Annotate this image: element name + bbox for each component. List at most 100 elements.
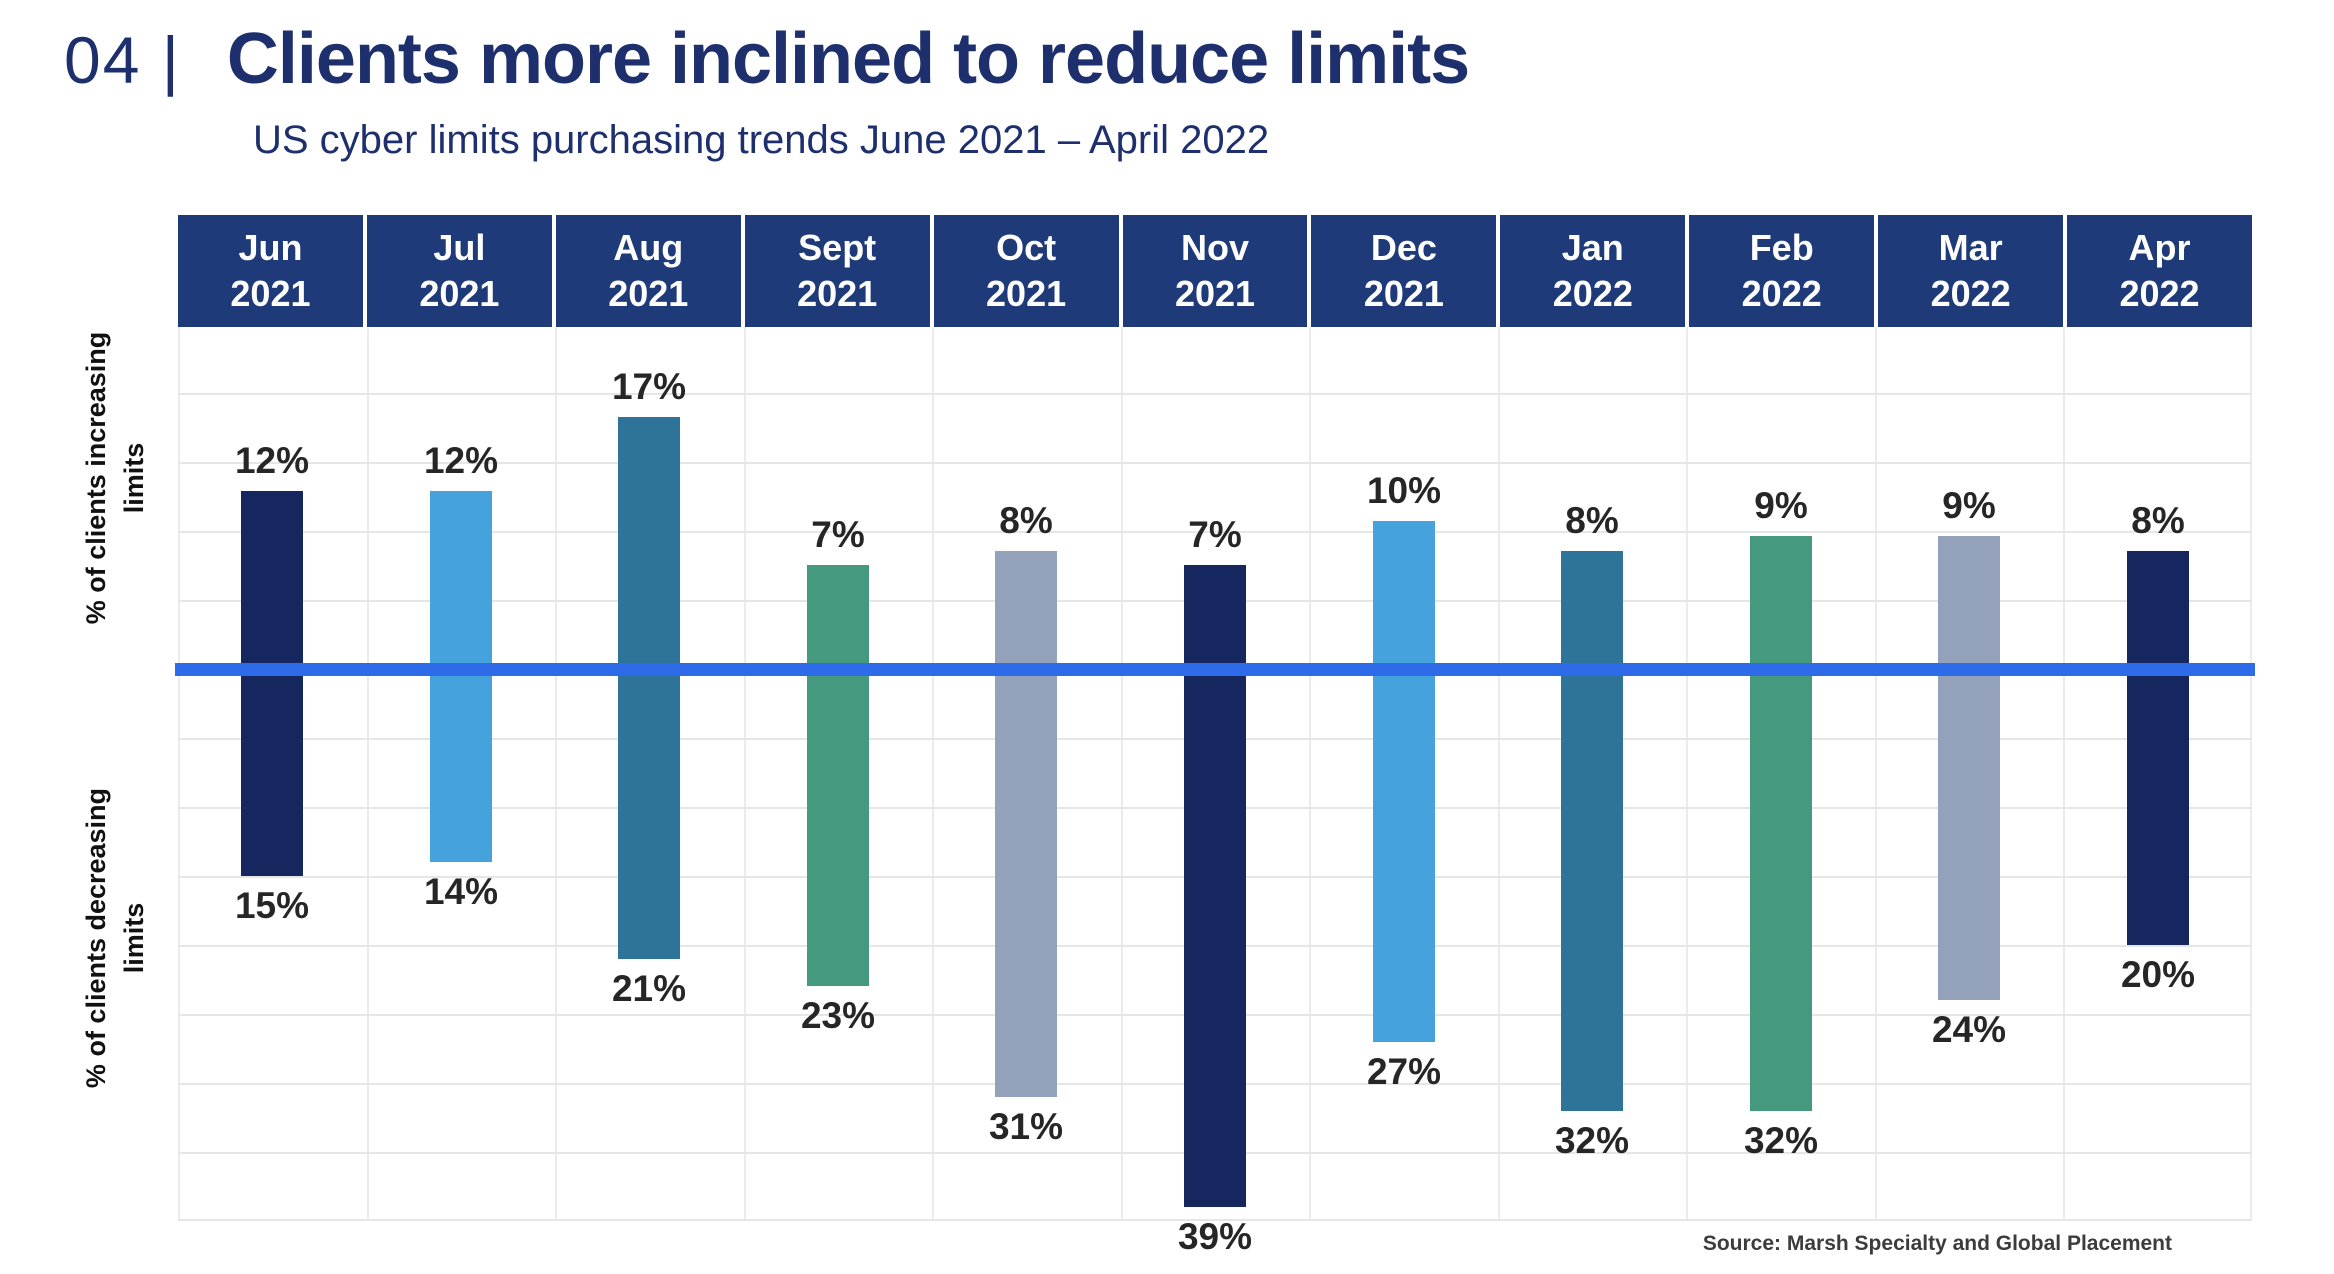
increase-bar xyxy=(807,565,869,669)
month-header-cell: Jan 2022 xyxy=(1500,215,1686,327)
decrease-bar xyxy=(995,669,1057,1097)
month-header-cell: Sept 2021 xyxy=(744,215,930,327)
gridline-vertical xyxy=(1121,327,1123,1221)
increase-bar xyxy=(1373,521,1435,669)
month-header-cell: Aug 2021 xyxy=(555,215,741,327)
source-note: Source: Marsh Specialty and Global Place… xyxy=(1702,1232,2172,1255)
decrease-bar-label: 24% xyxy=(1931,1009,2007,1050)
increase-bar-label: 9% xyxy=(1754,485,1808,526)
decrease-bar xyxy=(1938,669,2000,1000)
increase-bar xyxy=(1184,565,1246,669)
month-year: 2021 xyxy=(419,273,500,314)
increase-bar-label: 10% xyxy=(1366,470,1442,511)
month-year: 2021 xyxy=(1363,273,1444,314)
decrease-bar xyxy=(1184,669,1246,1207)
decrease-bar xyxy=(2127,669,2189,945)
month-year: 2022 xyxy=(1552,273,1633,314)
month-year: 2022 xyxy=(1741,273,1822,314)
gridline-horizontal xyxy=(178,462,2252,464)
month-year: 2022 xyxy=(1930,273,2011,314)
decrease-bar-label: 21% xyxy=(611,968,687,1009)
month-header-cell: Nov 2021 xyxy=(1122,215,1308,327)
gridline-horizontal xyxy=(178,531,2252,533)
month-name: Mar xyxy=(1938,227,2003,268)
month-header-cell: Feb 2022 xyxy=(1689,215,1875,327)
decrease-bar xyxy=(1750,669,1812,1111)
increase-bar xyxy=(1938,536,2000,669)
gridline-vertical xyxy=(932,327,934,1221)
month-year: 2021 xyxy=(986,273,1067,314)
month-name: Sept xyxy=(798,227,877,268)
increase-bar xyxy=(618,417,680,669)
decrease-bar-label: 23% xyxy=(800,995,876,1036)
chart-title-row: 04 | Clients more inclined to reduce lim… xyxy=(64,18,1470,100)
y-axis-label-increasing: % of clients increasing limits xyxy=(81,331,149,625)
increase-bar xyxy=(241,491,303,669)
decrease-bar xyxy=(618,669,680,959)
month-name: Jun xyxy=(238,227,303,268)
increase-bar-label: 7% xyxy=(811,514,865,555)
slide-number: 04 | xyxy=(64,23,181,97)
month-header-cell: Mar 2022 xyxy=(1878,215,2064,327)
decrease-bar-label: 39% xyxy=(1177,1216,1253,1257)
increase-bar-label: 12% xyxy=(234,440,310,481)
gridline-horizontal xyxy=(178,393,2252,395)
gridline-vertical xyxy=(2250,327,2252,1221)
increase-bar-label: 12% xyxy=(423,440,499,481)
gridline-vertical xyxy=(1875,327,1877,1221)
decrease-bar xyxy=(807,669,869,986)
month-year: 2021 xyxy=(608,273,689,314)
month-name: Oct xyxy=(996,227,1057,268)
month-name: Dec xyxy=(1370,227,1437,268)
decrease-bar xyxy=(430,669,492,862)
decrease-bar-label: 15% xyxy=(234,885,310,926)
month-name: Jan xyxy=(1561,227,1624,268)
month-header-cell: Dec 2021 xyxy=(1311,215,1497,327)
month-year: 2021 xyxy=(230,273,311,314)
increase-bar-label: 8% xyxy=(999,500,1053,541)
month-header-row: Jun 2021 Jul 2021 Aug 2021 Sept 2021 Oct 2021 Nov 2… xyxy=(178,215,2252,327)
decrease-bar xyxy=(1561,669,1623,1111)
gridline-horizontal xyxy=(178,1219,2252,1221)
month-name: Jul xyxy=(433,227,486,268)
decrease-bar-label: 32% xyxy=(1743,1120,1819,1161)
month-name: Apr xyxy=(2128,227,2191,268)
increase-bar xyxy=(1750,536,1812,669)
month-year: 2022 xyxy=(2119,273,2200,314)
increase-bar-label: 7% xyxy=(1188,514,1242,555)
increase-bar xyxy=(430,491,492,669)
increase-bar xyxy=(2127,551,2189,669)
decrease-bar-label: 20% xyxy=(2120,954,2196,995)
zero-baseline xyxy=(175,663,2255,676)
month-year: 2021 xyxy=(1174,273,1256,314)
chart-title: Clients more inclined to reduce limits xyxy=(226,19,1470,99)
increase-bar-label: 8% xyxy=(2131,500,2185,541)
decrease-bar-label: 14% xyxy=(423,871,499,912)
decrease-bar-label: 27% xyxy=(1366,1051,1442,1092)
decrease-bar xyxy=(241,669,303,876)
gridline-vertical xyxy=(2063,327,2065,1221)
month-name: Nov xyxy=(1180,227,1249,268)
month-year: 2021 xyxy=(797,273,878,314)
gridline-vertical xyxy=(367,327,369,1221)
month-name: Aug xyxy=(613,227,684,268)
month-header-cell: Jun 2021 xyxy=(178,215,363,327)
gridline-vertical xyxy=(744,327,746,1221)
month-header-cell: Oct 2021 xyxy=(933,215,1119,327)
gridline-vertical xyxy=(1686,327,1688,1221)
month-header-cell: Jul 2021 xyxy=(366,215,552,327)
y-axis-label-decreasing: % of clients decreasing limits xyxy=(81,787,149,1089)
gridline-vertical xyxy=(1498,327,1500,1221)
decrease-bar-label: 32% xyxy=(1554,1120,1630,1161)
month-header-cell: Apr 2022 xyxy=(2067,215,2252,327)
gridline-vertical xyxy=(178,327,180,1221)
increase-bar-label: 9% xyxy=(1942,485,1996,526)
increase-bar-label: 8% xyxy=(1565,500,1619,541)
increase-bar xyxy=(995,551,1057,669)
decrease-bar-label: 31% xyxy=(988,1106,1064,1147)
gridline-vertical xyxy=(555,327,557,1221)
increase-bar xyxy=(1561,551,1623,669)
increase-bar-label: 17% xyxy=(611,366,687,407)
decrease-bar xyxy=(1373,669,1435,1042)
